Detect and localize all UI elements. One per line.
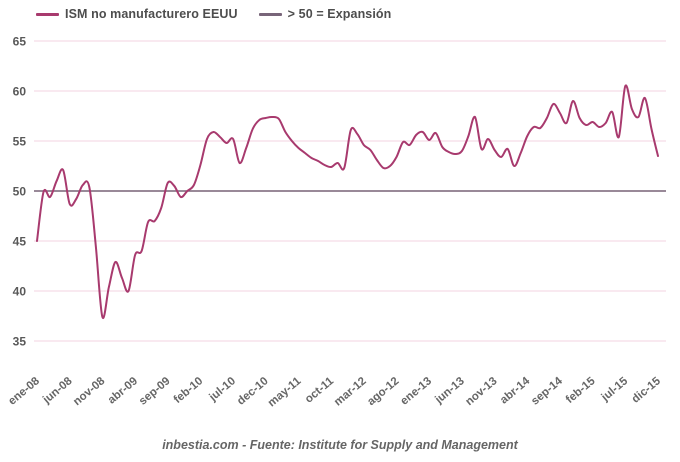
svg-text:jun-13: jun-13 bbox=[432, 375, 466, 407]
svg-text:feb-10: feb-10 bbox=[172, 375, 206, 406]
svg-text:jul-15: jul-15 bbox=[599, 375, 631, 405]
svg-text:nov-13: nov-13 bbox=[463, 375, 499, 408]
svg-text:45: 45 bbox=[13, 235, 27, 249]
legend-swatch-ism-icon bbox=[36, 12, 59, 16]
svg-text:sep-09: sep-09 bbox=[137, 375, 173, 408]
legend-swatch-expansion-icon bbox=[258, 12, 282, 16]
svg-text:oct-11: oct-11 bbox=[303, 375, 337, 406]
svg-text:mar-12: mar-12 bbox=[332, 375, 369, 408]
svg-text:feb-15: feb-15 bbox=[564, 375, 598, 406]
svg-text:55: 55 bbox=[13, 135, 27, 149]
svg-text:jun-08: jun-08 bbox=[40, 375, 75, 407]
svg-text:ene-13: ene-13 bbox=[399, 375, 435, 408]
svg-text:dic-15: dic-15 bbox=[630, 375, 664, 406]
legend-label-ism: ISM no manufacturero EEUU bbox=[65, 7, 238, 21]
svg-text:nov-08: nov-08 bbox=[71, 375, 108, 408]
svg-text:abr-14: abr-14 bbox=[498, 375, 533, 407]
svg-text:50: 50 bbox=[13, 185, 27, 199]
svg-text:may-11: may-11 bbox=[266, 375, 304, 410]
source-caption: inbestia.com - Fuente: Institute for Sup… bbox=[162, 438, 518, 452]
svg-text:ago-12: ago-12 bbox=[365, 375, 401, 408]
legend-label-expansion: > 50 = Expansión bbox=[287, 7, 392, 21]
svg-text:40: 40 bbox=[13, 285, 27, 299]
svg-text:dec-10: dec-10 bbox=[235, 375, 271, 408]
svg-text:35: 35 bbox=[13, 335, 27, 349]
legend: ISM no manufacturero EEUU > 50 = Expansi… bbox=[36, 7, 412, 21]
svg-text:abr-09: abr-09 bbox=[106, 375, 140, 406]
legend-item-ism: ISM no manufacturero EEUU bbox=[36, 7, 238, 21]
svg-text:65: 65 bbox=[13, 35, 27, 49]
svg-text:ene-08: ene-08 bbox=[6, 375, 42, 408]
svg-text:sep-14: sep-14 bbox=[529, 375, 565, 408]
svg-text:60: 60 bbox=[13, 85, 27, 99]
legend-item-expansion: > 50 = Expansión bbox=[258, 7, 392, 21]
svg-text:jul-10: jul-10 bbox=[207, 375, 238, 404]
